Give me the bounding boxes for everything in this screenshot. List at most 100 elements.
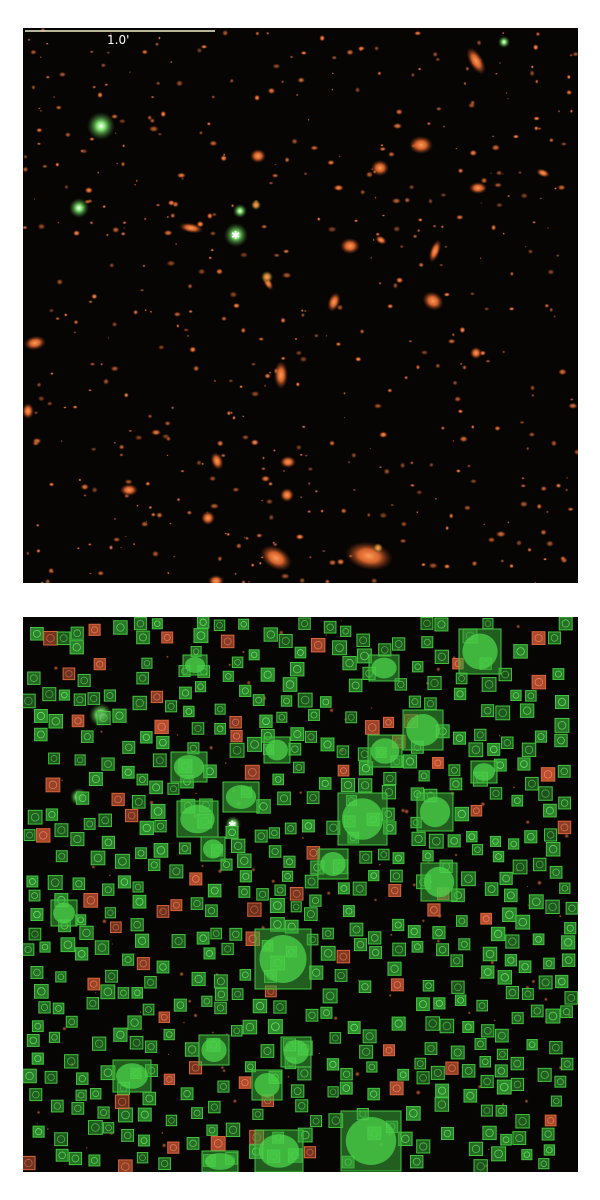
segmentation-blob xyxy=(320,852,346,876)
source-mask-box xyxy=(416,1071,430,1085)
faint-galaxy xyxy=(512,786,516,789)
source-mask-box xyxy=(454,994,467,1007)
faint-galaxy xyxy=(414,30,422,36)
source-mask-box xyxy=(412,661,424,673)
faint-galaxy xyxy=(299,577,306,583)
source-centroid-marker xyxy=(370,1090,378,1098)
source-centroid-marker xyxy=(527,779,536,788)
source-centroid-marker xyxy=(564,956,573,965)
source-mask-box xyxy=(133,617,147,631)
faint-galaxy xyxy=(467,102,476,109)
source-mask-box xyxy=(214,703,226,715)
source-centroid-marker xyxy=(167,702,175,710)
faint-galaxy xyxy=(374,196,377,200)
segmentation-blob xyxy=(370,738,400,764)
faint-galaxy xyxy=(85,1146,88,1149)
faint-galaxy xyxy=(183,327,190,332)
faint-galaxy xyxy=(111,321,118,328)
source-mask-box xyxy=(441,1127,454,1140)
source-centroid-marker xyxy=(33,910,41,919)
source-mask-box xyxy=(48,1031,61,1043)
source-centroid-marker xyxy=(132,1038,141,1047)
faint-galaxy xyxy=(255,533,263,538)
source-centroid-marker xyxy=(86,896,95,905)
source-centroid-marker xyxy=(548,845,558,854)
source-mask-box xyxy=(34,727,48,742)
source-mask-box xyxy=(139,820,154,836)
source-centroid-marker xyxy=(245,1022,255,1032)
source-centroid-marker xyxy=(233,1027,241,1035)
faint-galaxy xyxy=(142,264,146,268)
faint-galaxy xyxy=(37,107,41,110)
source-mask-box xyxy=(538,786,553,801)
source-centroid-marker xyxy=(185,708,193,715)
faint-galaxy xyxy=(502,232,505,236)
faint-galaxy xyxy=(380,143,384,147)
source-mask-box xyxy=(482,946,498,962)
faint-galaxy xyxy=(128,429,133,433)
flagged-source-box xyxy=(383,1044,396,1057)
faint-galaxy xyxy=(154,42,160,47)
faint-galaxy xyxy=(452,439,455,443)
source-centroid-marker xyxy=(392,872,401,880)
source-mask-box xyxy=(550,1095,562,1107)
source-centroid-marker xyxy=(546,1146,553,1154)
source-centroid-marker xyxy=(32,629,41,638)
flagged-source-box xyxy=(389,1081,404,1096)
segmentation-blob xyxy=(204,1153,236,1170)
source-centroid-marker xyxy=(295,764,303,771)
faint-galaxy xyxy=(463,505,472,511)
source-mask-box xyxy=(515,914,531,930)
source-centroid-marker xyxy=(104,838,113,847)
faint-galaxy xyxy=(559,555,566,562)
source-centroid-marker xyxy=(512,692,520,699)
source-centroid-marker xyxy=(340,767,347,775)
source-centroid-marker xyxy=(562,1008,571,1016)
source-mask-box xyxy=(136,773,149,786)
faint-galaxy xyxy=(432,51,438,58)
source-mask-box xyxy=(392,918,405,932)
source-mask-box xyxy=(26,875,39,888)
source-mask-box xyxy=(327,1086,339,1098)
source-mask-box xyxy=(390,869,403,883)
source-centroid-marker xyxy=(560,767,568,776)
source-mask-box xyxy=(534,730,548,743)
source-mask-box xyxy=(122,953,135,966)
source-centroid-marker xyxy=(76,696,84,704)
source-centroid-marker xyxy=(545,806,554,815)
source-mask-box xyxy=(414,1057,427,1070)
faint-galaxy xyxy=(258,561,262,566)
source-mask-box xyxy=(436,943,449,957)
source-mask-box xyxy=(210,927,222,940)
source-centroid-marker xyxy=(322,1009,330,1017)
faint-galaxy xyxy=(36,1122,39,1125)
faint-galaxy xyxy=(113,517,117,521)
source-mask-box xyxy=(545,1008,561,1024)
bright-galaxy xyxy=(179,222,203,234)
segmentation-blob xyxy=(371,657,397,679)
faint-galaxy xyxy=(412,234,418,239)
source-mask-box xyxy=(455,915,468,927)
source-mask-box xyxy=(242,1019,258,1035)
source-centroid-marker xyxy=(156,822,165,830)
faint-galaxy xyxy=(114,132,117,135)
segmentation-blob xyxy=(173,755,205,779)
source-mask-box xyxy=(294,646,307,659)
source-centroid-marker xyxy=(199,618,207,626)
source-centroid-marker xyxy=(83,733,91,741)
source-mask-box xyxy=(186,1136,200,1150)
faint-galaxy xyxy=(198,130,204,135)
source-centroid-marker xyxy=(477,1040,484,1048)
source-mask-box xyxy=(113,620,128,635)
source-centroid-marker xyxy=(476,731,484,739)
faint-galaxy xyxy=(157,132,163,136)
faint-galaxy xyxy=(336,558,345,566)
faint-galaxy xyxy=(83,493,87,497)
source-centroid-marker xyxy=(97,943,107,952)
source-mask-box xyxy=(87,692,101,705)
source-mask-box xyxy=(362,1029,377,1044)
faint-galaxy xyxy=(260,224,268,229)
star xyxy=(69,198,89,218)
faint-galaxy xyxy=(324,579,331,583)
source-mask-box xyxy=(368,931,382,945)
